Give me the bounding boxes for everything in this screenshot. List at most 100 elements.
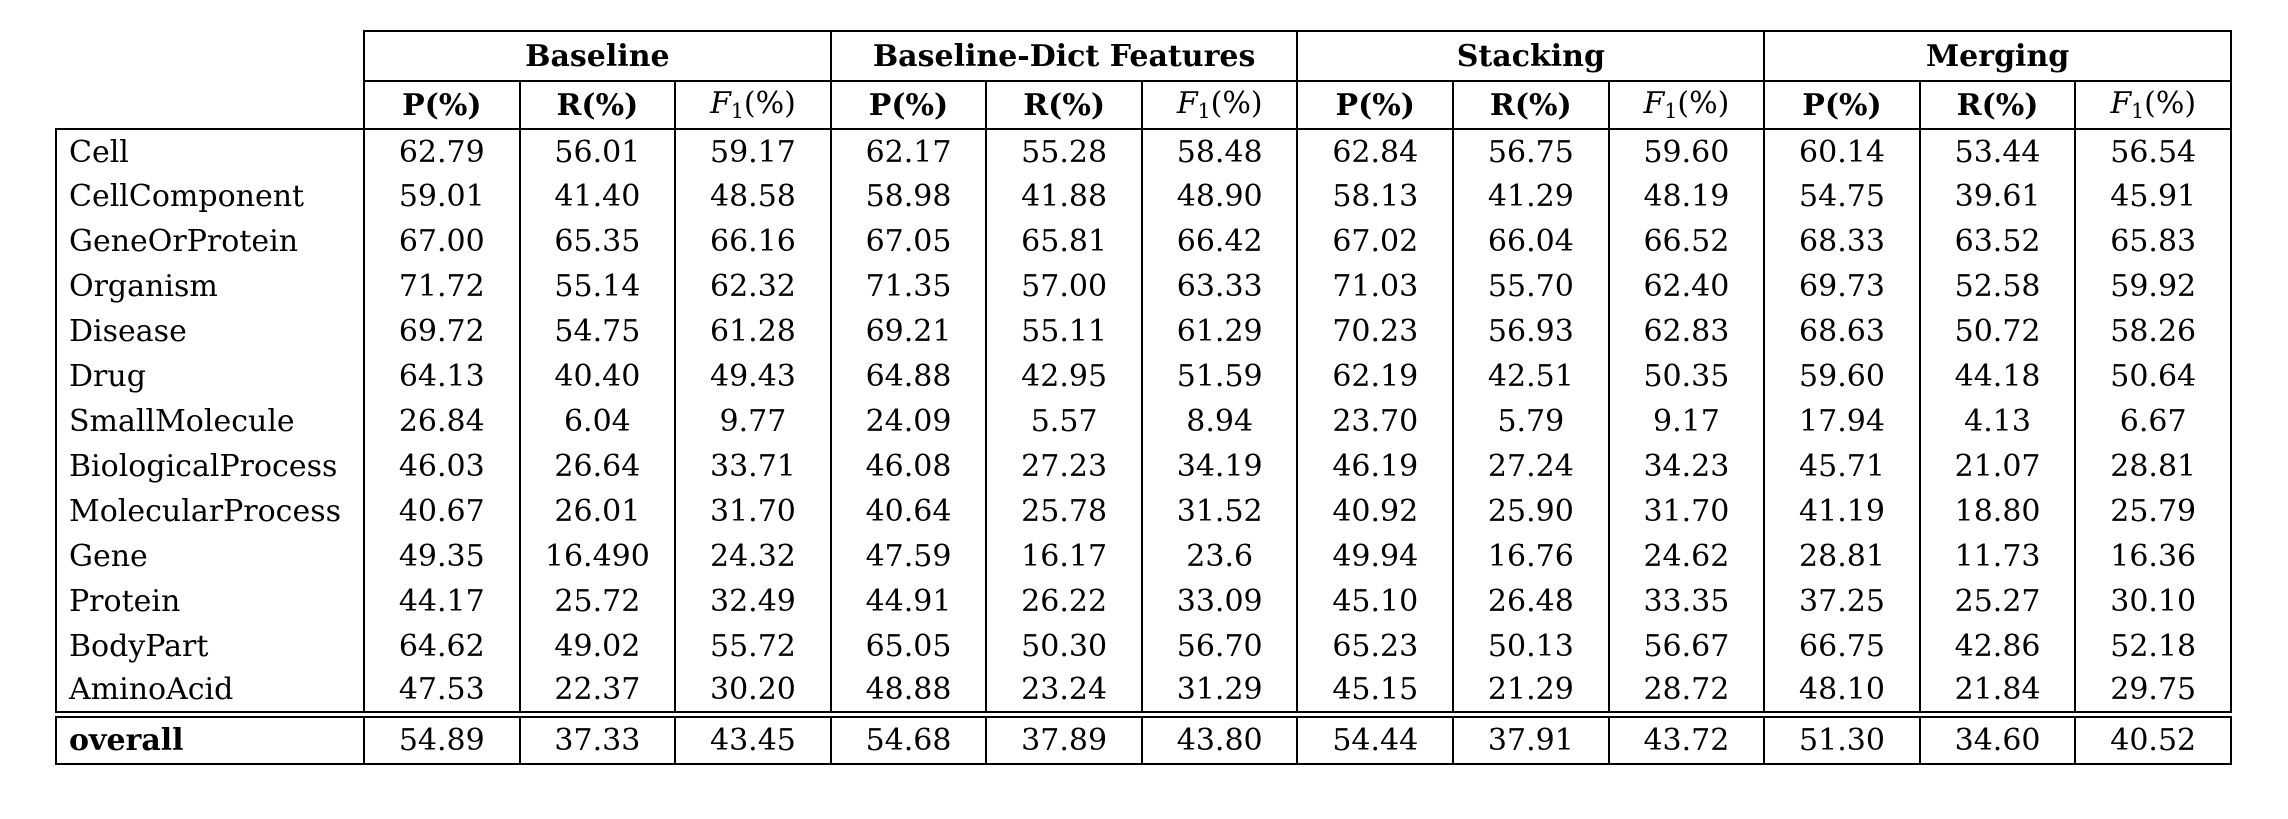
metric-header: F1(%) [2074,81,2232,130]
value-cell: 55.11 [985,309,1142,354]
value-cell: 30.10 [2074,579,2232,624]
value-cell: 22.37 [518,669,676,714]
value-cell: 48.88 [829,669,987,714]
group-header-row: Baseline Baseline-Dict Features Stacking Me… [56,30,2232,82]
metric-header: P(%) [1763,81,1920,130]
row-label: GeneOrProtein [55,219,365,264]
value-cell: 50.35 [1607,354,1765,399]
overall-value-cell: 37.91 [1452,710,1609,765]
row-label: BiologicalProcess [55,444,365,489]
value-cell: 44.18 [1918,354,2076,399]
value-cell: 40.40 [518,354,676,399]
value-cell: 69.72 [363,309,520,354]
value-cell: 45.10 [1296,579,1454,624]
value-cell: 41.29 [1452,174,1609,219]
value-cell: 23.6 [1140,534,1298,579]
metric-header: P(%) [829,81,987,130]
value-cell: 62.40 [1607,264,1765,309]
value-cell: 65.83 [2074,219,2232,264]
value-cell: 65.05 [829,624,987,669]
overall-value-cell: 51.30 [1763,710,1920,765]
value-cell: 71.35 [829,264,987,309]
overall-value-cell: 54.44 [1296,710,1454,765]
value-cell: 26.48 [1452,579,1609,624]
row-label: Disease [55,309,365,354]
value-cell: 56.75 [1452,128,1609,174]
value-cell: 23.24 [985,669,1142,714]
value-cell: 50.72 [1918,309,2076,354]
value-cell: 16.36 [2074,534,2232,579]
value-cell: 25.78 [985,489,1142,534]
value-cell: 56.70 [1140,624,1298,669]
table-row: Gene 49.35 16.490 24.32 47.59 16.17 23.6 49.94 1… [55,534,2232,579]
value-cell: 54.75 [518,309,676,354]
value-cell: 69.21 [829,309,987,354]
table-body: Cell 62.79 56.01 59.17 62.17 55.28 58.48 62.84 5… [55,128,2232,765]
value-cell: 49.94 [1296,534,1454,579]
value-cell: 61.29 [1140,309,1298,354]
value-cell: 26.22 [985,579,1142,624]
value-cell: 71.72 [363,264,520,309]
row-label: BodyPart [55,624,365,669]
value-cell: 55.72 [674,624,831,669]
row-label: Organism [55,264,365,309]
table-row: overall 54.89 37.33 43.45 54.68 37.89 43.80 54.… [55,710,2232,765]
value-cell: 47.53 [363,669,520,714]
group-header: Baseline-Dict Features [829,30,1298,82]
value-cell: 65.23 [1296,624,1454,669]
value-cell: 55.28 [985,128,1142,174]
value-cell: 48.58 [674,174,831,219]
row-label: CellComponent [55,174,365,219]
value-cell: 65.35 [518,219,676,264]
value-cell: 9.77 [674,399,831,444]
metric-header: F1(%) [1140,81,1298,130]
table-row: MolecularProcess 40.67 26.01 31.70 40.64 25.7… [55,489,2232,534]
value-cell: 44.91 [829,579,987,624]
value-cell: 26.84 [363,399,520,444]
value-cell: 56.01 [518,128,676,174]
overall-label: overall [55,710,365,765]
value-cell: 31.70 [1607,489,1765,534]
value-cell: 16.490 [518,534,676,579]
value-cell: 24.32 [674,534,831,579]
metric-header: P(%) [363,81,520,130]
value-cell: 29.75 [2074,669,2232,714]
overall-value-cell: 43.72 [1607,710,1765,765]
value-cell: 24.09 [829,399,987,444]
group-header: Baseline [363,30,831,82]
value-cell: 55.70 [1452,264,1609,309]
results-table: Baseline Baseline-Dict Features Stacking Me… [55,30,2232,765]
table-row: GeneOrProtein 67.00 65.35 66.16 67.05 65.81 66… [55,219,2232,264]
value-cell: 25.72 [518,579,676,624]
value-cell: 49.43 [674,354,831,399]
value-cell: 25.90 [1452,489,1609,534]
metric-header: R(%) [518,81,676,130]
value-cell: 56.67 [1607,624,1765,669]
value-cell: 71.03 [1296,264,1454,309]
value-cell: 56.54 [2074,128,2232,174]
value-cell: 50.30 [985,624,1142,669]
value-cell: 41.88 [985,174,1142,219]
row-label: MolecularProcess [55,489,365,534]
value-cell: 41.40 [518,174,676,219]
table-row: BodyPart 64.62 49.02 55.72 65.05 50.30 56.70 65… [55,624,2232,669]
value-cell: 28.81 [2074,444,2232,489]
value-cell: 58.26 [2074,309,2232,354]
overall-value-cell: 54.89 [363,710,520,765]
value-cell: 52.18 [2074,624,2232,669]
value-cell: 34.19 [1140,444,1298,489]
value-cell: 46.19 [1296,444,1454,489]
overall-value-cell: 34.60 [1918,710,2076,765]
value-cell: 49.35 [363,534,520,579]
group-header: Merging [1763,30,2232,82]
value-cell: 45.15 [1296,669,1454,714]
value-cell: 67.00 [363,219,520,264]
group-header: Stacking [1296,30,1765,82]
value-cell: 17.94 [1763,399,1920,444]
value-cell: 45.71 [1763,444,1920,489]
value-cell: 27.24 [1452,444,1609,489]
value-cell: 67.05 [829,219,987,264]
value-cell: 21.29 [1452,669,1609,714]
value-cell: 62.19 [1296,354,1454,399]
row-label: Gene [55,534,365,579]
